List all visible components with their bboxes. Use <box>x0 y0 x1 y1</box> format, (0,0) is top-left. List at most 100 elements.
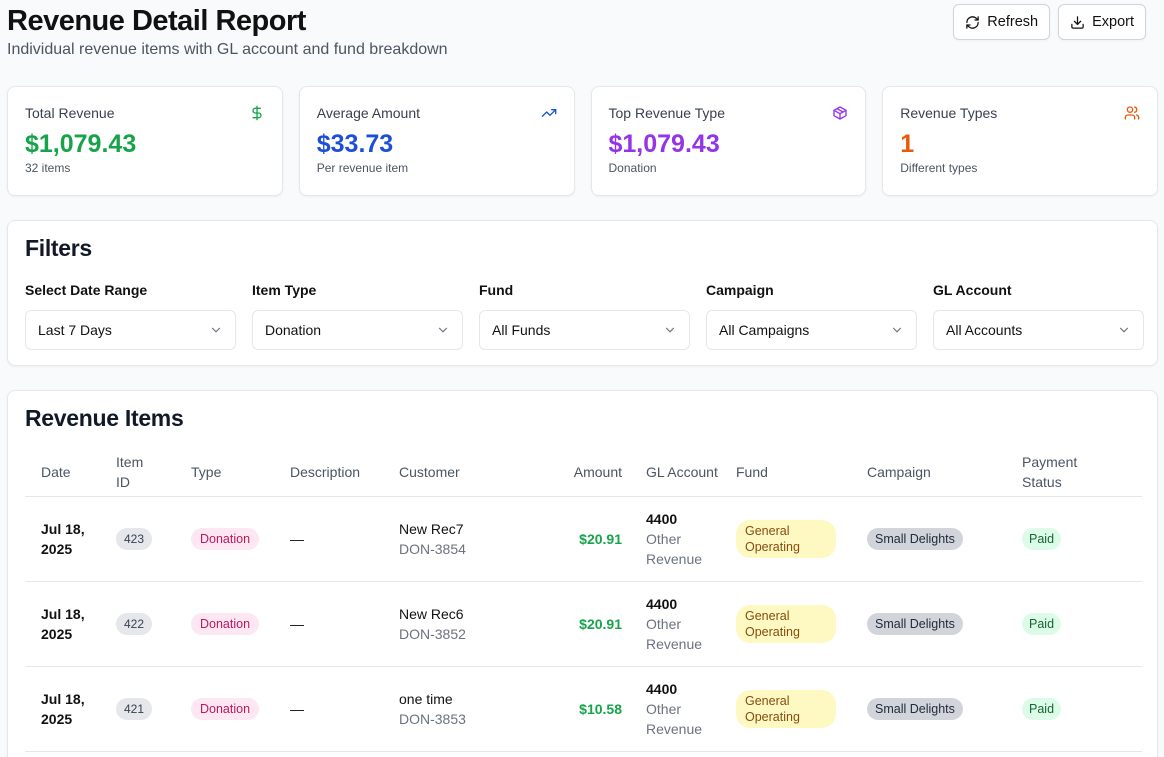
column-header-type[interactable]: Type <box>191 463 222 480</box>
gl-account-cell: 4400 Other Revenue <box>626 509 736 569</box>
campaign-badge: Small Delights <box>867 613 963 635</box>
stat-subtext: Donation <box>608 161 657 175</box>
description-cell: — <box>290 701 304 717</box>
stat-card-average-amount: Average Amount $33.73 Per revenue item <box>298 86 575 196</box>
select-value: All Campaigns <box>719 322 810 338</box>
export-button[interactable]: Export <box>1058 4 1146 40</box>
status-badge: Paid <box>1022 698 1062 720</box>
stat-label: Revenue Types <box>900 105 998 121</box>
item-id-badge: 422 <box>116 613 153 635</box>
column-header-campaign[interactable]: Campaign <box>867 463 931 480</box>
status-badge: Paid <box>1022 528 1062 550</box>
column-header-gl-account[interactable]: GL Account <box>646 463 718 480</box>
chevron-down-icon <box>665 327 675 333</box>
item-id-badge: 423 <box>116 528 153 550</box>
stat-card-total-revenue: Total Revenue $1,079.43 32 items <box>7 86 283 196</box>
item-type-select[interactable]: Donation <box>252 310 463 350</box>
gl-name-line: Revenue <box>646 636 703 652</box>
gl-code: 4400 <box>646 681 678 697</box>
campaign-select[interactable]: All Campaigns <box>706 310 917 350</box>
stat-subtext: 32 items <box>25 161 71 175</box>
gl-name-line: Revenue <box>646 721 703 737</box>
header-line: Payment <box>1022 453 1078 470</box>
filter-label: Item Type <box>252 282 317 298</box>
page-title: Revenue Detail Report <box>7 5 306 37</box>
filter-campaign: Campaign All Campaigns <box>706 282 917 350</box>
date-line: Jul 18, <box>41 691 85 707</box>
fund-badge: General Operating <box>736 605 836 643</box>
fund-line: General <box>745 524 790 538</box>
campaign-badge: Small Delights <box>867 698 963 720</box>
users-icon <box>1124 106 1140 120</box>
gl-account-select[interactable]: All Accounts <box>933 310 1144 350</box>
customer-name: one time <box>399 691 453 707</box>
table-row[interactable]: Jul 18, 2025 421 Donation — one time DON… <box>25 667 1142 752</box>
filter-row: Select Date Range Last 7 Days Item Type … <box>25 282 1144 350</box>
table-row[interactable]: Jul 18, 2025 422 Donation — New Rec6 DON… <box>25 582 1142 667</box>
column-header-fund[interactable]: Fund <box>736 463 768 480</box>
column-header-item-id[interactable]: Item ID <box>116 452 191 492</box>
payment-status-cell: Paid <box>1022 613 1142 635</box>
date-cell: Jul 18, 2025 <box>25 519 116 559</box>
filters-title: Filters <box>25 235 92 261</box>
date-line: Jul 18, <box>41 521 85 537</box>
campaign-cell: Small Delights <box>867 528 1022 550</box>
refresh-label: Refresh <box>987 14 1039 30</box>
filter-label: Fund <box>479 282 514 298</box>
page-header: Revenue Detail Report Individual revenue… <box>7 4 1157 64</box>
header-line: ID <box>116 473 130 490</box>
stat-value: $1,079.43 <box>608 130 720 158</box>
item-id-cell: 421 <box>116 698 191 720</box>
payment-status-cell: Paid <box>1022 528 1142 550</box>
filter-label: GL Account <box>933 282 1012 298</box>
stat-card-revenue-types: Revenue Types 1 Different types <box>882 86 1158 196</box>
refresh-button[interactable]: Refresh <box>953 4 1051 40</box>
select-value: All Funds <box>492 322 551 338</box>
gl-code: 4400 <box>646 511 678 527</box>
page-subtitle: Individual revenue items with GL account… <box>7 41 448 58</box>
column-header-description[interactable]: Description <box>290 463 361 480</box>
filter-item-type: Item Type Donation <box>252 282 463 350</box>
fund-cell: General Operating <box>736 690 867 728</box>
item-id-badge: 421 <box>116 698 153 720</box>
fund-badge: General Operating <box>736 690 836 728</box>
column-header-amount[interactable]: Amount <box>573 463 622 480</box>
column-header-customer[interactable]: Customer <box>399 463 460 480</box>
type-badge: Donation <box>191 528 260 550</box>
chevron-down-icon <box>211 327 221 333</box>
amount-cell: $10.58 <box>579 701 622 717</box>
stat-value: $1,079.43 <box>25 130 137 158</box>
download-icon <box>1071 15 1084 29</box>
fund-cell: General Operating <box>736 520 867 558</box>
select-value: Donation <box>265 322 322 338</box>
fund-badge: General Operating <box>736 520 836 558</box>
amount-cell: $20.91 <box>579 616 622 632</box>
fund-line: Operating <box>745 540 800 554</box>
date-cell: Jul 18, 2025 <box>25 689 116 729</box>
table-row[interactable]: Jul 18, 2025 423 Donation — New Rec7 DON… <box>25 497 1142 582</box>
header-actions: Refresh Export <box>953 4 1146 40</box>
gl-name-line: Other <box>646 531 682 547</box>
stat-subtext: Different types <box>900 161 978 175</box>
gl-account-cell: 4400 Other Revenue <box>626 679 736 739</box>
fund-select[interactable]: All Funds <box>479 310 690 350</box>
fund-line: Operating <box>745 625 800 639</box>
customer-code: DON-3852 <box>399 626 466 642</box>
column-header-date[interactable]: Date <box>41 463 71 480</box>
column-header-payment-status[interactable]: Payment Status <box>1022 452 1142 492</box>
type-cell: Donation <box>191 528 290 550</box>
customer-code: DON-3853 <box>399 711 466 727</box>
amount-cell: $20.91 <box>579 531 622 547</box>
fund-line: Operating <box>745 710 800 724</box>
revenue-items-table: Date Item ID Type Description Customer A… <box>25 447 1142 752</box>
date-range-select[interactable]: Last 7 Days <box>25 310 236 350</box>
description-cell: — <box>290 531 304 547</box>
fund-line: General <box>745 609 790 623</box>
gl-name-line: Other <box>646 616 682 632</box>
stat-label: Top Revenue Type <box>608 105 726 121</box>
item-id-cell: 423 <box>116 528 191 550</box>
chevron-down-icon <box>1119 327 1129 333</box>
filter-fund: Fund All Funds <box>479 282 690 350</box>
status-badge: Paid <box>1022 613 1062 635</box>
filter-label: Campaign <box>706 282 774 298</box>
